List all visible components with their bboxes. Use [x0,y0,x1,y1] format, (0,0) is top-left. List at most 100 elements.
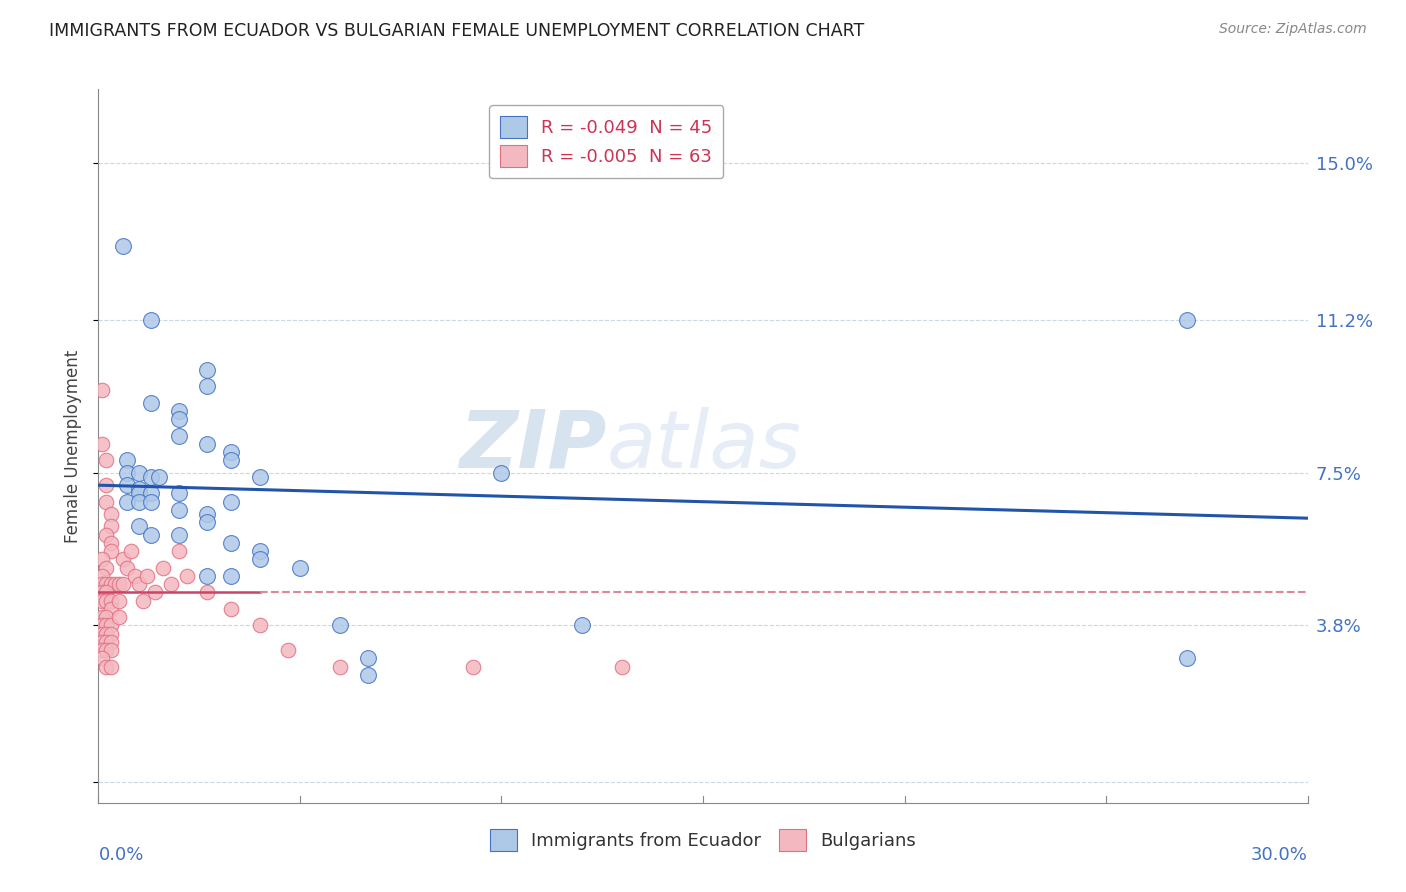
Point [221,569,243,583]
Point [612,659,634,673]
Point [1175,313,1198,327]
Point [221,453,243,467]
Point [111,577,134,591]
Point [120,544,142,558]
Point [96,560,118,574]
Legend: Immigrants from Ecuador, Bulgarians: Immigrants from Ecuador, Bulgarians [482,822,924,858]
Point [91,643,114,657]
Point [135,569,157,583]
Point [111,239,134,253]
Point [100,507,122,521]
Point [96,618,118,632]
Point [139,527,162,541]
Text: IMMIGRANTS FROM ECUADOR VS BULGARIAN FEMALE UNEMPLOYMENT CORRELATION CHART: IMMIGRANTS FROM ECUADOR VS BULGARIAN FEM… [49,22,865,40]
Point [100,536,122,550]
Point [115,560,138,574]
Point [91,635,114,649]
Point [96,527,118,541]
Point [96,585,118,599]
Point [115,453,138,467]
Point [91,593,114,607]
Point [91,577,114,591]
Point [96,453,118,467]
Point [96,610,118,624]
Point [195,362,218,376]
Point [160,577,183,591]
Point [148,470,170,484]
Point [167,404,190,418]
Point [100,635,122,649]
Point [167,412,190,426]
Point [277,643,299,657]
Point [96,659,118,673]
Point [571,618,593,632]
Point [91,552,114,566]
Point [96,626,118,640]
Point [96,643,118,657]
Point [128,486,150,500]
Point [124,569,146,583]
Point [195,585,218,599]
Point [195,516,218,530]
Point [167,428,190,442]
Point [96,577,118,591]
Point [329,618,352,632]
Point [107,593,129,607]
Point [128,483,150,497]
Text: 30.0%: 30.0% [1251,846,1308,863]
Point [128,466,150,480]
Point [100,593,122,607]
Point [115,494,138,508]
Text: 0.0%: 0.0% [98,846,143,863]
Point [96,478,118,492]
Point [195,437,218,451]
Point [115,466,138,480]
Point [221,536,243,550]
Point [249,544,271,558]
Point [139,486,162,500]
Point [195,569,218,583]
Point [91,651,114,665]
Point [195,379,218,393]
Point [167,527,190,541]
Point [128,494,150,508]
Text: ZIP: ZIP [458,407,606,485]
Point [96,494,118,508]
Point [91,618,114,632]
Point [96,593,118,607]
Point [152,560,174,574]
Text: Source: ZipAtlas.com: Source: ZipAtlas.com [1219,22,1367,37]
Point [139,494,162,508]
Point [195,507,218,521]
Point [221,602,243,616]
Point [111,552,134,566]
Point [91,610,114,624]
Point [100,618,122,632]
Point [139,313,162,327]
Point [100,659,122,673]
Point [91,437,114,451]
Point [91,585,114,599]
Point [167,486,190,500]
Point [139,470,162,484]
Point [463,659,485,673]
Point [103,577,125,591]
Point [329,659,352,673]
Point [221,445,243,459]
Point [91,569,114,583]
Point [128,577,150,591]
Point [167,544,190,558]
Point [288,560,311,574]
Point [143,585,166,599]
Point [249,552,271,566]
Point [107,577,129,591]
Y-axis label: Female Unemployment: Female Unemployment [65,350,83,542]
Point [491,466,513,480]
Point [357,668,380,682]
Point [249,470,271,484]
Point [96,635,118,649]
Point [139,395,162,409]
Point [100,544,122,558]
Point [176,569,198,583]
Point [132,593,155,607]
